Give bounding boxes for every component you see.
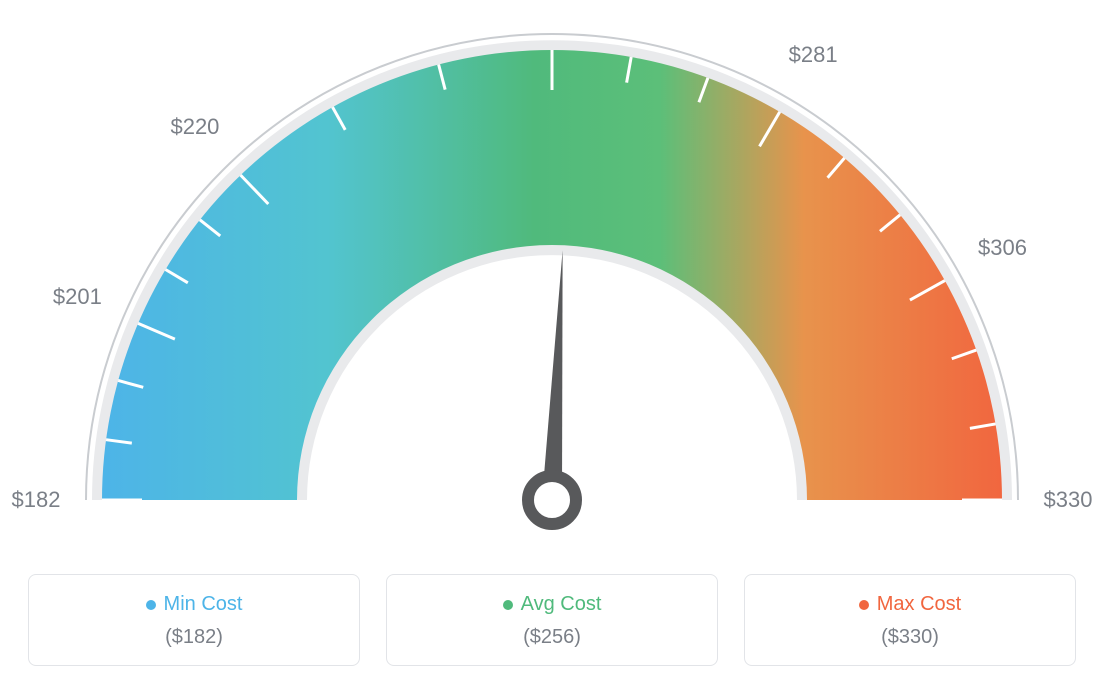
legend-row: Min Cost ($182) Avg Cost ($256) Max Cost… — [28, 574, 1076, 666]
gauge-tick-label: $281 — [789, 42, 838, 68]
legend-value-min: ($182) — [39, 626, 349, 649]
cost-gauge: $182$201$220$256$281$306$330 — [0, 0, 1104, 560]
legend-title-min: Min Cost — [146, 593, 243, 616]
legend-dot-max — [859, 600, 869, 610]
legend-card-min: Min Cost ($182) — [28, 574, 360, 666]
legend-label-avg: Avg Cost — [521, 593, 602, 616]
legend-card-avg: Avg Cost ($256) — [386, 574, 718, 666]
legend-value-max: ($330) — [755, 626, 1065, 649]
gauge-tick-label: $220 — [170, 114, 219, 140]
legend-dot-avg — [503, 600, 513, 610]
gauge-svg — [0, 0, 1104, 560]
gauge-tick-label: $201 — [53, 284, 102, 310]
legend-dot-min — [146, 600, 156, 610]
legend-label-max: Max Cost — [877, 593, 961, 616]
legend-value-avg: ($256) — [397, 626, 707, 649]
legend-title-avg: Avg Cost — [503, 593, 602, 616]
gauge-tick-label: $182 — [12, 487, 61, 513]
gauge-tick-label: $330 — [1044, 487, 1093, 513]
gauge-tick-label: $306 — [978, 235, 1027, 261]
legend-card-max: Max Cost ($330) — [744, 574, 1076, 666]
legend-title-max: Max Cost — [859, 593, 961, 616]
legend-label-min: Min Cost — [164, 593, 243, 616]
